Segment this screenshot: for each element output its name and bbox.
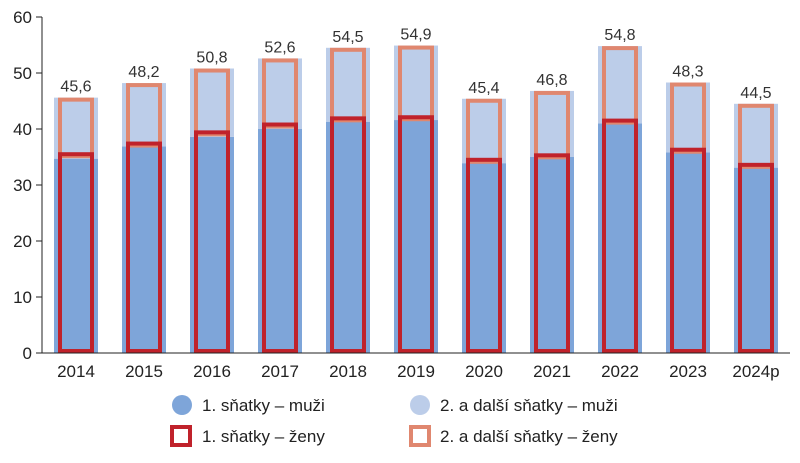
bar-women-other: [738, 103, 774, 169]
bar-women-first: [58, 152, 94, 353]
x-tick-label: 2016: [193, 362, 231, 381]
bar-women-other: [398, 45, 434, 122]
bar-women-first: [534, 153, 570, 353]
legend-marker-men-other: [410, 395, 430, 415]
bar-women-other: [602, 46, 638, 125]
x-axis: 2014 2015 2016 2017 2018 2019 2020 2021 2022 2023…: [42, 352, 790, 381]
x-tick-label: 2014: [57, 362, 95, 381]
y-tick-label: 0: [23, 344, 32, 363]
bar-women-first: [330, 116, 366, 353]
y-tick-label: 40: [13, 120, 32, 139]
bar-women-first: [738, 162, 774, 353]
y-tick-label: 20: [13, 232, 32, 251]
total-label: 45,4: [468, 80, 499, 97]
total-label: 54,8: [604, 27, 635, 44]
y-tick-label: 50: [13, 64, 32, 83]
legend-label-women-other: 2. a další sňatky – ženy: [440, 427, 618, 446]
legend-label-men-first: 1. sňatky – muži: [202, 396, 325, 415]
bars: [54, 45, 778, 354]
total-label: 48,3: [672, 64, 703, 81]
x-tick-label: 2018: [329, 362, 367, 381]
legend-label-women-first: 1. sňatky – ženy: [202, 427, 325, 446]
y-tick-label: 30: [13, 176, 32, 195]
total-label: 44,5: [740, 85, 771, 102]
y-tick-label: 60: [13, 8, 32, 27]
total-label: 48,2: [128, 64, 159, 81]
x-tick-label: 2017: [261, 362, 299, 381]
total-label: 54,5: [332, 29, 363, 46]
legend-marker-men-first: [172, 395, 192, 415]
x-tick-label: 2019: [397, 362, 435, 381]
bar-women-first: [398, 115, 434, 353]
bar-women-first: [602, 118, 638, 353]
bar-women-first: [126, 141, 162, 353]
bar-women-other: [330, 47, 366, 123]
x-tick-label: 2021: [533, 362, 571, 381]
total-label: 50,8: [196, 50, 227, 67]
bar-women-first: [670, 147, 706, 353]
bar-women-other: [262, 58, 298, 129]
x-tick-label: 2015: [125, 362, 163, 381]
total-label: 52,6: [264, 39, 295, 56]
legend: 1. sňatky – muži 2. a další sňatky – muž…: [170, 395, 618, 447]
legend-label-men-other: 2. a další sňatky – muži: [440, 396, 618, 415]
total-label: 54,9: [400, 27, 431, 44]
legend-marker-women-other: [409, 425, 431, 447]
x-tick-label: 2023: [669, 362, 707, 381]
bar-women-other: [194, 68, 230, 137]
total-labels: 45,6 48,2 50,8 52,6 54,5 54,9 45,4 46,8 54,8 48,3…: [60, 27, 771, 102]
legend-marker-women-first: [170, 425, 192, 447]
x-tick-label: 2024p: [732, 362, 779, 381]
total-label: 45,6: [60, 79, 91, 96]
y-axis: 0 10 20 30 40 50 60: [13, 8, 43, 363]
bar-women-first: [262, 122, 298, 353]
x-tick-label: 2020: [465, 362, 503, 381]
bar-women-other: [466, 98, 502, 164]
x-tick-label: 2022: [601, 362, 639, 381]
bar-women-first: [466, 157, 502, 353]
y-tick-label: 10: [13, 288, 32, 307]
bar-women-first: [194, 130, 230, 353]
total-label: 46,8: [536, 72, 567, 89]
